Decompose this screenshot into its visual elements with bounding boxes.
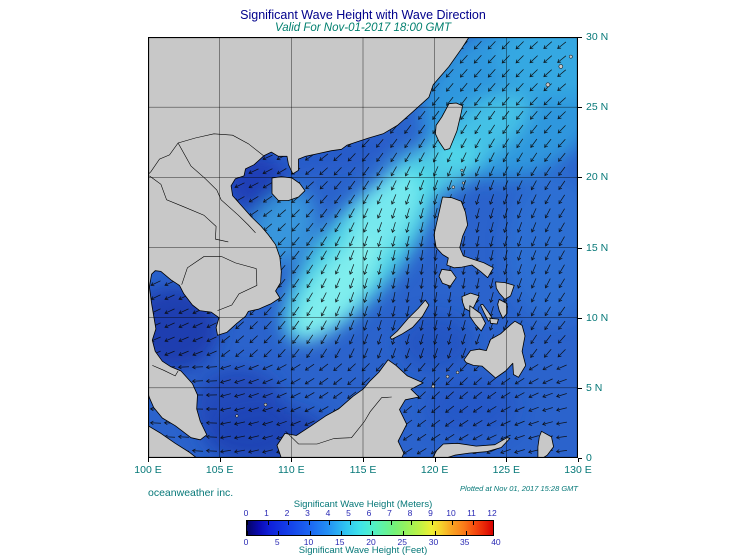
y-tick-mark xyxy=(578,247,582,249)
colorbar-tick xyxy=(288,521,289,525)
colorbar-feet-label: 35 xyxy=(459,537,470,547)
figure-title: Significant Wave Height with Wave Direct… xyxy=(240,8,486,22)
figure-subtitle: Valid For Nov-01-2017 18:00 GMT xyxy=(275,22,451,34)
y-tick-mark xyxy=(578,107,582,109)
x-tick-label: 125 E xyxy=(492,464,521,476)
colorbar-feet-label: 15 xyxy=(334,537,345,547)
colorbar-meter-label: 9 xyxy=(428,508,433,518)
x-tick-mark xyxy=(148,458,149,462)
colorbar-tick xyxy=(434,531,436,535)
x-tick-mark xyxy=(578,458,579,462)
colorbar-meters-title: Significant Wave Height (Meters) xyxy=(293,499,433,510)
x-tick-label: 120 E xyxy=(420,464,449,476)
colorbar-feet-label: 20 xyxy=(366,537,376,547)
x-tick-mark xyxy=(506,458,508,462)
y-tick-label: 10 N xyxy=(586,311,609,324)
colorbar-tick xyxy=(278,531,280,535)
y-tick-mark xyxy=(578,317,582,319)
colorbar-tick xyxy=(329,521,330,525)
colorbar-tick xyxy=(308,521,310,525)
x-tick-mark xyxy=(219,458,221,462)
colorbar-tick xyxy=(472,521,474,525)
colorbar-tick xyxy=(411,521,412,525)
colorbar-meter-label: 4 xyxy=(325,508,331,518)
colorbar-tick xyxy=(493,531,494,535)
colorbar-tick xyxy=(431,521,433,525)
colorbar-tick xyxy=(349,521,351,525)
credit-text: oceanweather inc. xyxy=(148,487,234,499)
colorbar-tick xyxy=(267,521,269,525)
wave-map-image xyxy=(147,36,579,459)
colorbar-feet-label: 10 xyxy=(303,537,314,547)
colorbar-tick xyxy=(370,521,371,525)
colorbar-meter-label: 7 xyxy=(387,508,392,518)
map-area xyxy=(147,36,579,459)
x-tick-label: 105 E xyxy=(205,464,234,476)
colorbar-feet-label: 40 xyxy=(491,537,501,547)
y-tick-label: 0 xyxy=(586,452,592,464)
colorbar-meter-label: 0 xyxy=(243,508,249,518)
colorbar-feet-label: 30 xyxy=(428,537,439,547)
y-tick-label: 20 N xyxy=(586,171,609,184)
colorbar-meter-label: 12 xyxy=(487,508,497,518)
y-tick-mark xyxy=(578,387,582,389)
y-tick-label: 5 N xyxy=(586,381,603,394)
y-tick-label: 25 N xyxy=(586,101,609,114)
x-tick-label: 115 E xyxy=(349,464,377,476)
colorbar-meter-label: 3 xyxy=(305,508,310,518)
y-tick-mark xyxy=(578,177,582,179)
colorbar-meter-label: 6 xyxy=(366,508,372,518)
colorbar-tick xyxy=(309,531,311,535)
colorbar-tick xyxy=(452,521,453,525)
x-tick-mark xyxy=(434,458,436,462)
colorbar-meter-label: 2 xyxy=(284,508,290,518)
x-tick-label: 100 E xyxy=(134,464,162,476)
colorbar-tick xyxy=(247,521,248,525)
colorbar-tick xyxy=(340,531,342,535)
colorbar-tick xyxy=(390,521,392,525)
colorbar-meter-label: 1 xyxy=(264,508,269,518)
y-tick-mark xyxy=(578,37,582,38)
y-tick-mark xyxy=(578,458,582,459)
colorbar-meter-label: 10 xyxy=(446,508,456,518)
colorbar-tick xyxy=(403,531,405,535)
colorbar-meter-label: 5 xyxy=(346,508,351,518)
colorbar-tick xyxy=(247,531,248,535)
colorbar-tick xyxy=(465,531,467,535)
colorbar-feet-label: 25 xyxy=(397,537,407,547)
colorbar-feet-label: 0 xyxy=(243,537,249,547)
colorbar-feet-label: 5 xyxy=(274,537,280,547)
colorbar xyxy=(246,520,494,536)
y-tick-label: 15 N xyxy=(586,241,609,254)
x-tick-mark xyxy=(291,458,293,462)
x-tick-label: 110 E xyxy=(277,464,305,476)
plotted-note: Plotted at Nov 01, 2017 15:28 GMT xyxy=(460,484,578,493)
x-tick-mark xyxy=(363,458,364,462)
x-tick-label: 130 E xyxy=(564,464,592,476)
colorbar-meter-label: 8 xyxy=(407,508,413,518)
y-tick-label: 30 N xyxy=(586,31,609,43)
colorbar-feet-title: Significant Wave Height (Feet) xyxy=(298,545,428,556)
colorbar-tick xyxy=(372,531,373,535)
colorbar-meter-label: 11 xyxy=(467,508,476,518)
colorbar-tick xyxy=(493,521,494,525)
